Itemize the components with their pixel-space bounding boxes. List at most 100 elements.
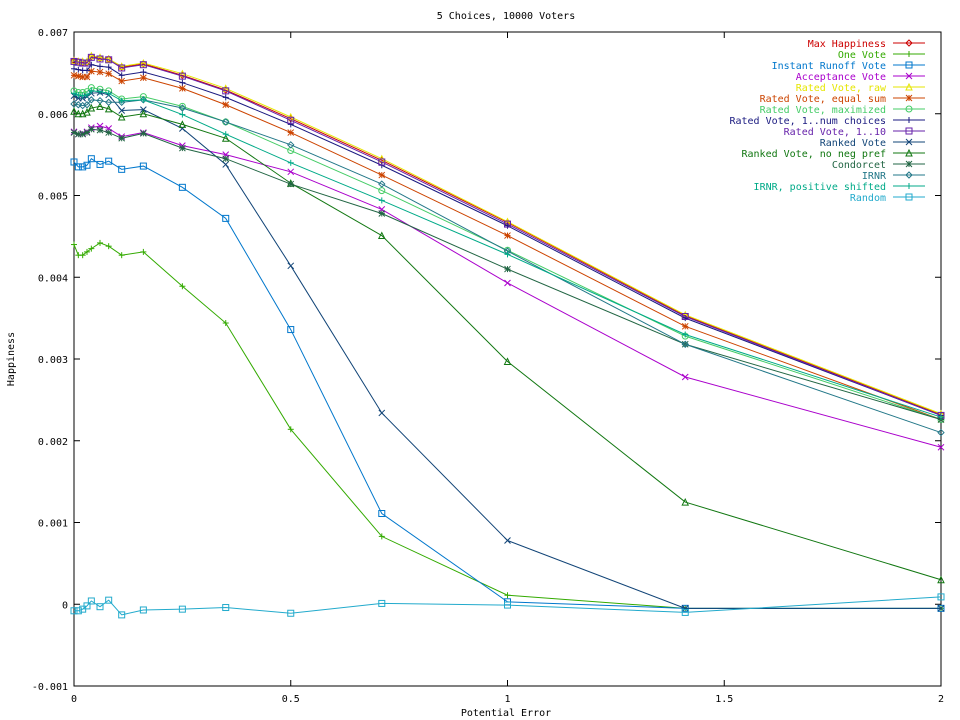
marker-stroke <box>87 52 96 61</box>
marker-stroke <box>96 96 104 105</box>
data-point <box>83 73 91 81</box>
data-point <box>87 52 96 61</box>
data-point <box>118 64 126 72</box>
marker-stroke <box>140 130 147 137</box>
data-point <box>96 603 104 611</box>
data-point <box>97 239 104 246</box>
data-point <box>681 312 689 320</box>
data-point <box>71 90 77 97</box>
marker-stroke <box>681 322 689 330</box>
marker-stroke <box>139 162 147 170</box>
marker-stroke <box>905 193 913 201</box>
axes: 0 0.5 1 1.5 2-0.00100.0010.0020.0030.0040.00… <box>32 28 944 705</box>
data-point <box>178 183 186 191</box>
data-point <box>118 134 126 142</box>
marker-stroke <box>377 231 386 240</box>
data-point <box>105 157 113 165</box>
series-12 <box>70 96 945 437</box>
series-line <box>73 55 942 415</box>
marker-stroke <box>117 98 126 107</box>
data-point <box>96 102 104 110</box>
marker-stroke <box>96 102 104 110</box>
series-line <box>73 128 942 420</box>
data-point <box>83 59 91 67</box>
marker-stroke <box>378 599 386 607</box>
marker-stroke <box>96 160 104 168</box>
marker-stroke <box>118 107 126 114</box>
marker-stroke <box>74 101 83 109</box>
legend-marker <box>906 117 912 123</box>
marker-stroke <box>681 608 689 616</box>
data-point <box>178 72 186 80</box>
marker-stroke <box>905 82 913 91</box>
data-point <box>938 414 944 421</box>
data-point <box>378 180 386 188</box>
data-point <box>87 51 96 60</box>
data-point <box>70 158 78 166</box>
data-point <box>105 243 112 250</box>
data-point <box>222 87 230 95</box>
marker-stroke <box>87 155 95 163</box>
marker-stroke <box>83 161 91 169</box>
data-point <box>139 61 147 69</box>
data-point <box>88 61 95 68</box>
legend-marker <box>905 61 913 69</box>
data-point <box>96 53 104 61</box>
marker-stroke <box>287 116 295 124</box>
data-point <box>70 100 78 108</box>
series-1 <box>71 239 944 612</box>
marker-stroke <box>83 602 91 610</box>
data-point <box>140 74 147 82</box>
legend-label: Rated Vote, 1..10 <box>784 127 886 138</box>
marker-stroke <box>937 593 945 601</box>
legend-label: Condorcet <box>832 160 886 171</box>
data-point <box>83 602 91 610</box>
marker-stroke <box>905 127 913 135</box>
series-line <box>73 105 942 581</box>
data-point <box>287 159 294 166</box>
data-point <box>377 231 386 240</box>
data-point <box>378 409 386 417</box>
marker-stroke <box>378 158 386 166</box>
marker-stroke <box>222 118 230 126</box>
y-tick-label: 0.001 <box>38 519 68 530</box>
data-point <box>105 129 113 136</box>
data-point <box>84 67 91 74</box>
marker-stroke <box>504 279 511 287</box>
data-point <box>84 91 91 98</box>
data-point <box>79 252 86 259</box>
x-tick-label: 2 <box>938 694 944 705</box>
x-tick-label: 0.5 <box>282 694 300 705</box>
marker-stroke <box>87 51 96 60</box>
data-point <box>378 510 386 518</box>
data-point <box>74 101 83 109</box>
data-point <box>74 109 83 118</box>
series-layer <box>70 51 945 619</box>
marker-stroke <box>105 56 113 64</box>
marker-stroke <box>70 57 78 65</box>
marker-stroke <box>905 160 913 168</box>
chart-title: 5 Choices, 10000 Voters <box>437 11 575 22</box>
legend-marker <box>905 72 913 80</box>
marker-stroke <box>118 611 126 619</box>
data-point <box>504 265 511 273</box>
data-point <box>222 161 230 168</box>
data-point <box>504 279 511 287</box>
marker-stroke <box>74 109 83 118</box>
marker-stroke <box>139 109 148 118</box>
data-point <box>222 155 230 163</box>
data-point <box>378 599 386 607</box>
marker-stroke <box>70 607 78 615</box>
data-point <box>140 69 147 76</box>
data-point <box>139 606 147 614</box>
series-7 <box>71 61 944 419</box>
data-point <box>140 96 147 103</box>
series-line <box>73 87 942 420</box>
data-point <box>118 165 126 173</box>
data-point <box>139 162 147 170</box>
data-point <box>83 101 91 109</box>
legend-marker <box>905 171 913 179</box>
data-point <box>287 129 295 136</box>
data-point <box>287 168 295 176</box>
data-point <box>75 91 82 98</box>
